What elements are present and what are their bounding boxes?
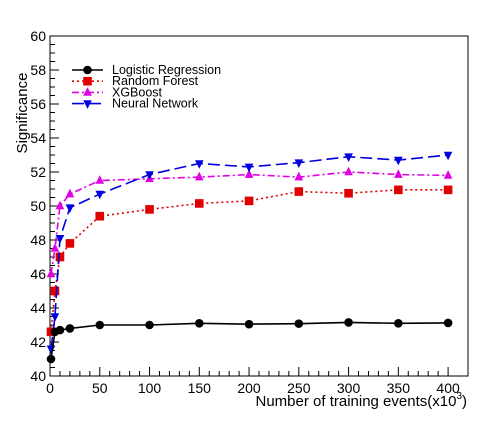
- y-tick-label: 54: [30, 130, 46, 146]
- data-point: [95, 175, 105, 184]
- data-point: [65, 204, 75, 213]
- data-point: [344, 188, 353, 198]
- legend-label: Random Forest: [112, 74, 199, 88]
- data-point: [344, 166, 353, 176]
- series-3: [46, 151, 453, 355]
- y-tick-label: 40: [30, 368, 46, 384]
- x-axis-label-close: ): [462, 393, 467, 410]
- legend-entry-3: Neural Network: [72, 97, 199, 111]
- legend-marker: [83, 65, 92, 75]
- data-point: [244, 319, 254, 329]
- data-point: [46, 268, 56, 278]
- series-line: [50, 171, 449, 275]
- series-layer: [46, 151, 453, 364]
- data-point: [394, 185, 403, 195]
- series-2: [46, 166, 453, 278]
- data-point: [443, 185, 453, 195]
- x-tick-label: 200: [237, 380, 261, 396]
- legend-marker: [83, 87, 92, 96]
- data-point: [394, 169, 403, 178]
- data-point: [145, 205, 154, 214]
- series-line: [50, 154, 449, 349]
- data-point: [95, 211, 105, 221]
- x-tick-label: 350: [387, 380, 411, 396]
- y-tick-label: 58: [30, 62, 46, 78]
- x-axis-label-main: Number of training events(x10: [256, 393, 457, 410]
- x-tick-label: 150: [188, 380, 212, 396]
- x-tick-label: 300: [337, 380, 361, 396]
- legend-marker: [83, 100, 92, 109]
- data-point: [443, 170, 453, 179]
- data-point: [443, 151, 453, 161]
- x-tick-label: 250: [287, 380, 311, 396]
- data-point: [145, 320, 154, 330]
- legend-entry-0: Logistic Regression: [72, 63, 221, 77]
- data-point: [394, 319, 403, 328]
- y-tick-label: 56: [30, 96, 46, 112]
- data-point: [443, 318, 453, 328]
- data-point: [294, 171, 304, 181]
- series-0: [46, 318, 453, 364]
- data-point: [344, 318, 353, 327]
- data-point: [294, 159, 304, 168]
- data-point: [55, 252, 65, 262]
- x-tick-label: 100: [138, 380, 162, 396]
- data-point: [194, 171, 204, 181]
- data-point: [46, 345, 56, 355]
- legend-label: XGBoost: [112, 85, 163, 99]
- data-point: [55, 200, 65, 210]
- x-tick-label: 50: [92, 380, 108, 396]
- y-tick-label: 52: [30, 164, 46, 180]
- data-point: [55, 235, 65, 244]
- data-point: [50, 313, 60, 322]
- x-axis-label: Number of training events(x103): [256, 391, 468, 410]
- x-tick-label: 400: [436, 380, 460, 396]
- y-axis-label: Significance: [14, 73, 31, 154]
- data-point: [65, 188, 75, 198]
- data-point: [194, 319, 204, 328]
- legend-marker: [83, 76, 92, 86]
- legend-entry-1: Random Forest: [72, 74, 199, 88]
- x-tick-label: 0: [46, 380, 54, 396]
- data-point: [394, 156, 403, 166]
- data-point: [65, 324, 75, 333]
- y-tick-label: 60: [30, 28, 46, 44]
- axes: 0 50 100 150 200 250 300 350 400 40 42 44 46 48 50 52 54…: [30, 28, 460, 396]
- data-point: [194, 199, 204, 208]
- legend-label: Logistic Regression: [112, 63, 221, 77]
- series-line: [50, 189, 449, 332]
- y-tick-label: 44: [30, 300, 46, 316]
- y-tick-label: 50: [30, 198, 46, 214]
- data-point: [95, 190, 105, 200]
- y-tick-label: 42: [30, 334, 46, 350]
- series-1: [46, 185, 453, 337]
- data-point: [344, 153, 353, 162]
- data-point: [244, 163, 254, 173]
- y-tick-label: 46: [30, 266, 46, 282]
- data-point: [244, 196, 254, 206]
- data-point: [145, 171, 154, 180]
- y-tick-label: 48: [30, 232, 46, 248]
- x-axis-label-superscript: 3: [456, 391, 462, 402]
- data-point: [65, 239, 75, 248]
- data-point: [294, 187, 304, 196]
- data-point: [194, 160, 204, 169]
- legend-entry-2: XGBoost: [72, 85, 163, 99]
- data-point: [50, 243, 60, 252]
- legend-label: Neural Network: [112, 97, 199, 111]
- data-point: [46, 354, 56, 364]
- data-point: [50, 286, 60, 296]
- data-point: [294, 319, 304, 328]
- data-point: [95, 320, 105, 330]
- data-point: [55, 325, 65, 335]
- data-point: [244, 169, 254, 178]
